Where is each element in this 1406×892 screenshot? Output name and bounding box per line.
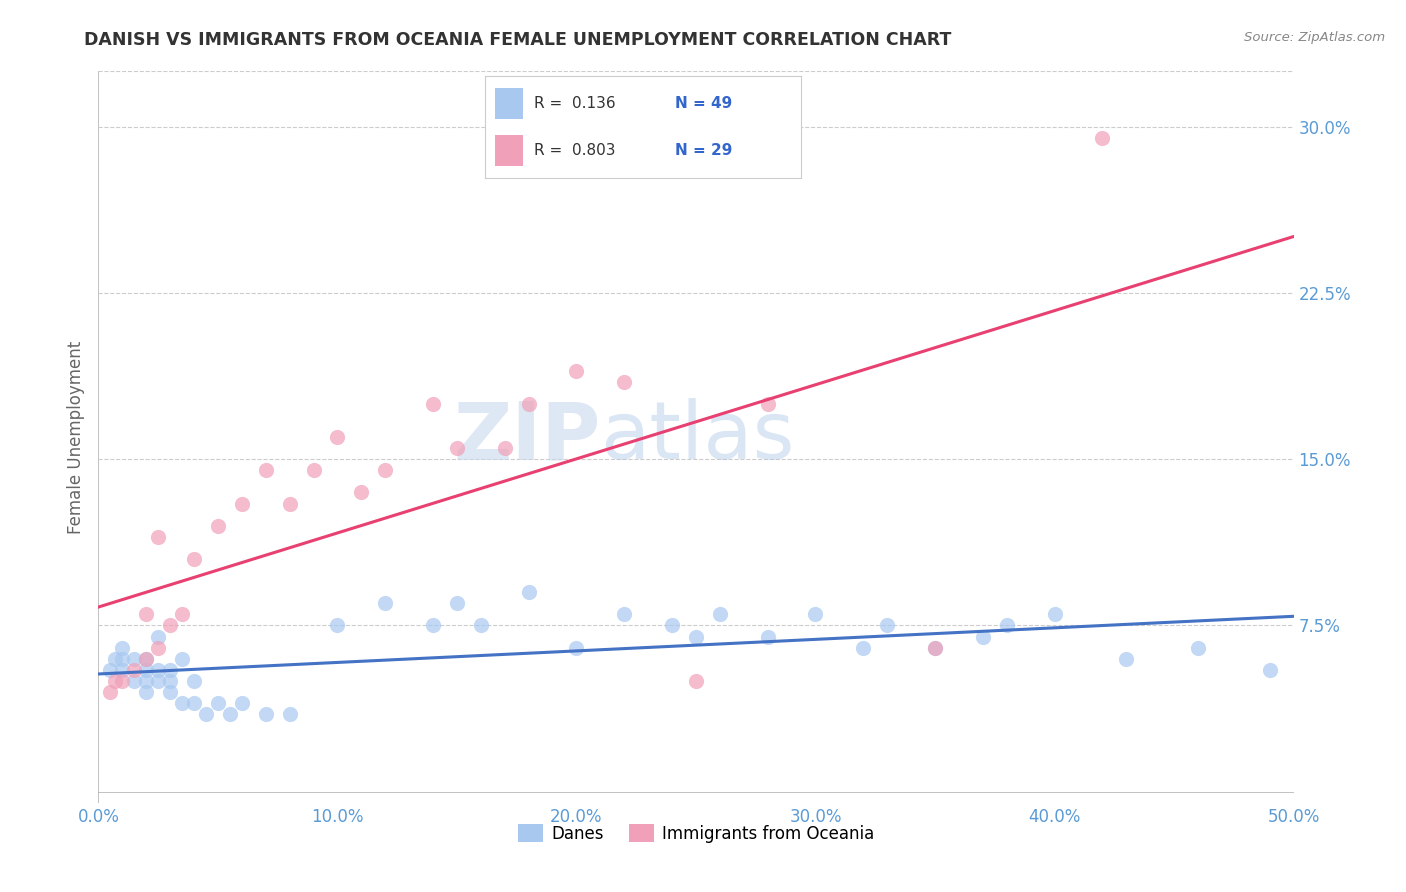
Point — [924, 640, 946, 655]
Point — [972, 630, 994, 644]
Text: N = 29: N = 29 — [675, 144, 733, 158]
Point — [422, 618, 444, 632]
Point — [804, 607, 827, 622]
Point — [231, 497, 253, 511]
Text: Source: ZipAtlas.com: Source: ZipAtlas.com — [1244, 31, 1385, 45]
Point — [254, 463, 277, 477]
Point — [172, 696, 194, 710]
Point — [326, 430, 349, 444]
Point — [135, 651, 157, 665]
Legend: Danes, Immigrants from Oceania: Danes, Immigrants from Oceania — [512, 818, 880, 849]
Point — [924, 640, 946, 655]
Point — [135, 673, 157, 688]
Point — [685, 630, 707, 644]
Text: ZIP: ZIP — [453, 398, 600, 476]
Point — [111, 663, 134, 677]
Bar — [495, 136, 523, 166]
Point — [302, 463, 325, 477]
Point — [565, 640, 588, 655]
Point — [494, 441, 516, 455]
Point — [470, 618, 492, 632]
Point — [124, 651, 146, 665]
Point — [98, 663, 122, 677]
Point — [172, 607, 194, 622]
Point — [159, 618, 181, 632]
Point — [159, 673, 181, 688]
Point — [517, 585, 540, 599]
Point — [111, 673, 134, 688]
Point — [756, 397, 779, 411]
Point — [124, 673, 146, 688]
Point — [135, 685, 157, 699]
Point — [207, 696, 229, 710]
Point — [613, 607, 636, 622]
Point — [148, 630, 170, 644]
Point — [278, 707, 301, 722]
Text: atlas: atlas — [600, 398, 794, 476]
Point — [183, 552, 205, 566]
Point — [183, 696, 205, 710]
Bar — [495, 88, 523, 119]
Point — [613, 375, 636, 389]
Point — [1115, 651, 1137, 665]
Y-axis label: Female Unemployment: Female Unemployment — [66, 341, 84, 533]
Point — [995, 618, 1018, 632]
Point — [135, 607, 157, 622]
Point — [661, 618, 683, 632]
Point — [159, 685, 181, 699]
Point — [148, 640, 170, 655]
Point — [98, 685, 122, 699]
Point — [685, 673, 707, 688]
Text: R =  0.803: R = 0.803 — [534, 144, 616, 158]
Point — [709, 607, 731, 622]
Point — [565, 363, 588, 377]
Point — [148, 663, 170, 677]
Point — [183, 673, 205, 688]
Point — [852, 640, 875, 655]
Point — [231, 696, 253, 710]
Point — [446, 441, 468, 455]
Point — [254, 707, 277, 722]
Text: DANISH VS IMMIGRANTS FROM OCEANIA FEMALE UNEMPLOYMENT CORRELATION CHART: DANISH VS IMMIGRANTS FROM OCEANIA FEMALE… — [84, 31, 952, 49]
Point — [207, 518, 229, 533]
Point — [1187, 640, 1209, 655]
Point — [326, 618, 349, 632]
Text: N = 49: N = 49 — [675, 96, 733, 111]
Point — [148, 673, 170, 688]
Point — [1091, 131, 1114, 145]
Point — [124, 663, 146, 677]
Point — [104, 673, 127, 688]
Point — [422, 397, 444, 411]
Point — [374, 596, 396, 610]
Point — [876, 618, 898, 632]
Point — [278, 497, 301, 511]
Point — [111, 640, 134, 655]
Point — [219, 707, 242, 722]
Point — [446, 596, 468, 610]
Point — [135, 663, 157, 677]
Point — [350, 485, 373, 500]
Point — [104, 651, 127, 665]
Point — [111, 651, 134, 665]
Text: R =  0.136: R = 0.136 — [534, 96, 616, 111]
Point — [148, 530, 170, 544]
Point — [756, 630, 779, 644]
Point — [1258, 663, 1281, 677]
Point — [135, 651, 157, 665]
Point — [1043, 607, 1066, 622]
Point — [159, 663, 181, 677]
Point — [172, 651, 194, 665]
Point — [195, 707, 218, 722]
Point — [517, 397, 540, 411]
Point — [374, 463, 396, 477]
